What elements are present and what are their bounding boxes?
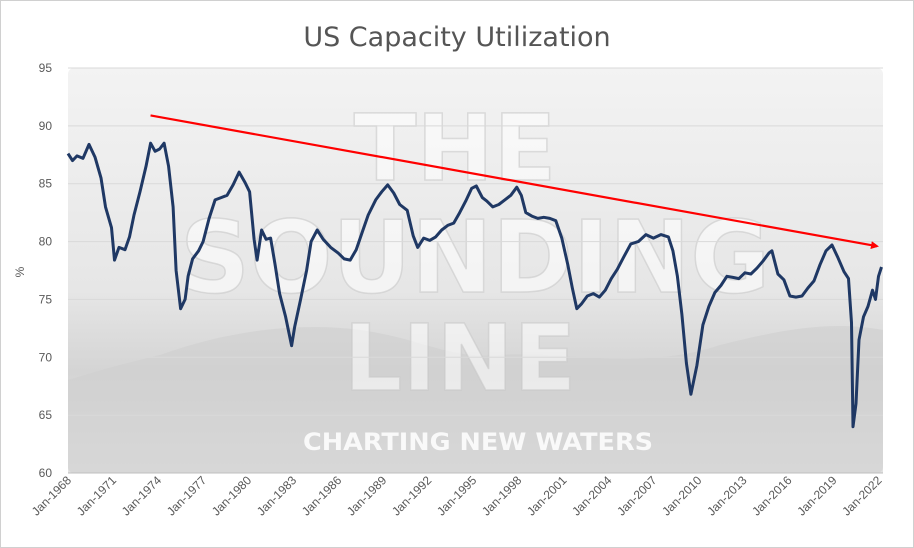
x-tick-label: Jan-1983 [254,473,300,519]
x-tick-label: Jan-2013 [704,473,750,519]
trend-arrow [150,114,879,250]
x-tick-label: Jan-2001 [524,473,570,519]
x-tick-label: Jan-2007 [614,473,660,519]
x-tick-label: Jan-2019 [794,473,840,519]
x-tick-label: Jan-1992 [389,473,435,519]
y-axis-label: % [13,266,27,277]
y-tick-label: 95 [39,61,53,75]
x-tick-label: Jan-1971 [74,473,120,519]
y-tick-label: 90 [39,119,53,133]
y-axis-ticks: 60 65 70 75 80 85 90 95 [39,61,53,480]
watermark-line-2: SOUNDING [180,199,770,316]
watermark-tagline: CHARTING NEW WATERS [303,428,653,456]
watermark-shoreline [68,325,883,473]
x-axis-ticks: Jan-1968 Jan-1971 Jan-1974 Jan-1977 Jan-1980… [29,473,885,519]
watermark-line-3: LINE [344,305,577,412]
x-tick-label: Jan-2016 [749,473,795,519]
series-line-capacity-utilization [66,141,883,429]
y-tick-label: 75 [39,292,53,306]
x-tick-label: Jan-1977 [164,473,210,519]
x-tick-label: Jan-2004 [569,473,615,519]
y-tick-label: 70 [39,350,53,364]
y-tick-label: 65 [39,408,53,422]
x-tick-label: Jan-1980 [209,473,255,519]
x-tick-label: Jan-1986 [299,473,345,519]
x-tick-label: Jan-1989 [344,473,390,519]
x-tick-label: Jan-2010 [659,473,705,519]
x-tick-label: Jan-1995 [434,473,480,519]
y-tick-label: 60 [39,466,53,480]
watermark-line-1: THE [354,95,557,202]
y-tick-label: 80 [39,235,53,249]
x-tick-label: Jan-1998 [479,473,525,519]
x-tick-label: Jan-1974 [119,473,165,519]
x-tick-label: Jan-2022 [839,473,885,519]
chart-title: US Capacity Utilization [303,22,611,53]
y-tick-label: 85 [39,177,53,191]
